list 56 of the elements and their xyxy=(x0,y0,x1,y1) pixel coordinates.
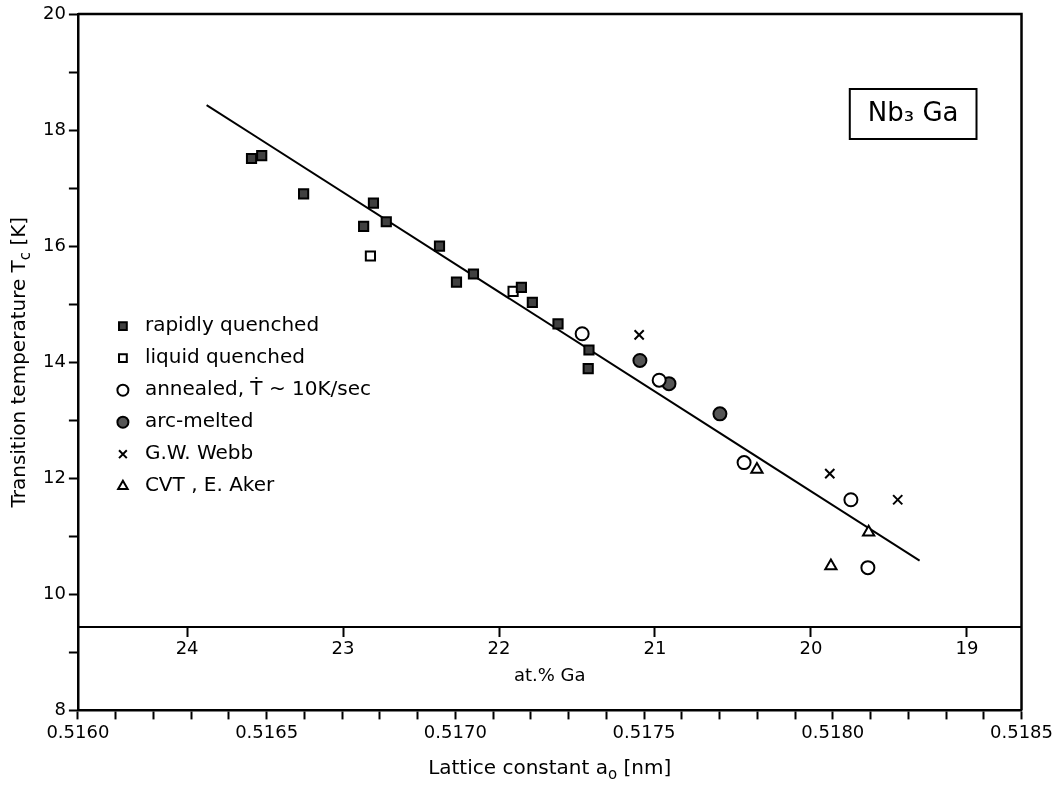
legend-label: annealed, Ṫ ~ 10K/sec xyxy=(144,376,372,401)
legend-label: G.W. Webb xyxy=(144,440,254,465)
point xyxy=(245,152,258,165)
point xyxy=(256,150,268,162)
point xyxy=(892,494,904,506)
y-tick-label: 14 xyxy=(43,349,66,371)
legend-label: liquid quenched xyxy=(144,344,306,369)
point xyxy=(298,188,310,200)
x2-tick-label: 21 xyxy=(643,637,667,659)
point xyxy=(364,250,377,262)
point xyxy=(736,455,752,471)
point xyxy=(712,406,728,422)
x-tick-label: 0.5175 xyxy=(612,720,676,742)
x-tick-label: 0.5170 xyxy=(423,720,487,742)
y-tick-label: 10 xyxy=(43,582,66,604)
x2-tick-label: 20 xyxy=(799,637,823,659)
point xyxy=(367,197,380,209)
x2-tick-label: 22 xyxy=(487,637,511,659)
y-tick-label: 18 xyxy=(43,117,66,139)
point xyxy=(860,560,876,576)
point xyxy=(824,468,836,480)
x-tick-label: 0.5185 xyxy=(990,720,1053,742)
point xyxy=(633,329,645,341)
point xyxy=(574,326,590,342)
point xyxy=(467,268,480,280)
x2-tick-label: 23 xyxy=(331,637,355,659)
legend-label: CVT , E. Aker xyxy=(144,472,276,497)
point xyxy=(515,281,527,293)
point xyxy=(433,240,446,252)
x-tick-label: 0.5180 xyxy=(801,720,865,742)
legend-label: rapidly quenched xyxy=(144,312,320,337)
y-tick-label: 8 xyxy=(54,698,66,720)
point xyxy=(862,524,876,537)
text: Nb₃ Ga xyxy=(867,96,959,127)
point xyxy=(526,296,538,309)
point xyxy=(358,220,370,232)
x2-tick-label: 24 xyxy=(175,637,199,659)
point xyxy=(380,216,392,228)
point xyxy=(750,462,764,474)
point xyxy=(824,558,838,571)
point xyxy=(583,344,595,356)
x2-tick-label: 19 xyxy=(955,637,979,659)
point xyxy=(450,276,463,288)
y-tick-label: 16 xyxy=(43,233,66,255)
point xyxy=(582,362,594,375)
x-tick-label: 0.5165 xyxy=(235,720,299,742)
y-tick-label: 20 xyxy=(43,1,66,23)
point xyxy=(552,318,564,330)
y-axis-title: Transition temperature Tc [K] xyxy=(6,216,34,509)
x-tick-label: 0.5160 xyxy=(46,720,110,742)
point xyxy=(843,492,859,508)
y-tick-label: 12 xyxy=(43,465,66,487)
legend-label: arc-melted xyxy=(144,408,254,433)
point xyxy=(651,372,667,388)
x2-axis-title: at.% Ga xyxy=(513,663,586,685)
point xyxy=(632,352,648,368)
